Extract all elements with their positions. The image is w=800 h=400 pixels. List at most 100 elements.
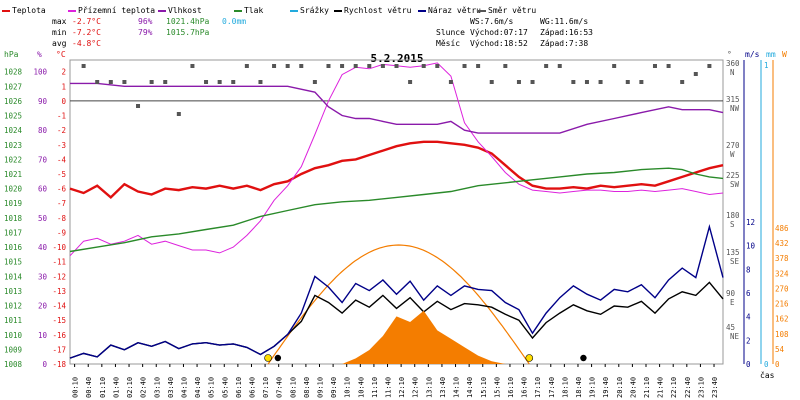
wind-dir-point — [163, 80, 168, 84]
wg-value: WG:11.6m/s — [540, 17, 588, 26]
x-tick-label: 14:40 — [466, 377, 474, 398]
wind-dir-point — [680, 80, 685, 84]
stats-max-hum: 96% — [138, 17, 153, 26]
solar-tick-label: 378 — [775, 254, 789, 263]
hpa-tick-label: 1015 — [4, 258, 22, 267]
x-tick-label: 00:40 — [85, 377, 93, 398]
wind-dir-point — [326, 64, 331, 68]
x-tick-label: 14:10 — [453, 377, 461, 398]
stats-avg-temp: -4.8°C — [72, 39, 101, 48]
hum-tick-label: 70 — [38, 155, 48, 164]
wind-dir-point — [435, 64, 440, 68]
hpa-tick-label: 1010 — [4, 331, 23, 340]
dir-tick-dir: SE — [730, 257, 740, 266]
rain-tick-label: 1 — [764, 61, 769, 70]
hpa-tick-label: 1014 — [4, 272, 23, 281]
x-tick-label: 19:40 — [602, 377, 610, 398]
legend-label: Srážky — [300, 6, 329, 15]
hpa-tick-label: 1026 — [4, 97, 23, 106]
x-tick-label: 05:40 — [221, 377, 229, 398]
temp-tick-label: -5 — [57, 170, 66, 179]
hum-tick-label: 30 — [38, 272, 48, 281]
solar-tick-label: 324 — [775, 269, 789, 278]
x-tick-label: 01:10 — [99, 377, 107, 398]
x-tick-label: 13:10 — [425, 377, 433, 398]
hpa-tick-label: 1022 — [4, 155, 22, 164]
moon-rise: Východ:18:52 — [470, 39, 528, 48]
dir-tick-value: 315 — [726, 95, 740, 104]
x-tick-label: 16:10 — [507, 377, 515, 398]
x-tick-label: 10:10 — [344, 377, 352, 398]
x-tick-label: 16:40 — [521, 377, 529, 398]
temp-tick-label: -14 — [52, 302, 66, 311]
temp-tick-label: 0 — [61, 97, 66, 106]
wind-dir-point — [448, 80, 453, 84]
wind-dir-point — [707, 64, 712, 68]
wind-dir-point — [503, 64, 508, 68]
sun-label: Slunce — [436, 28, 465, 37]
x-tick-label: 03:10 — [153, 377, 161, 398]
dir-tick-value: 135 — [726, 248, 740, 257]
wind-dir-point — [462, 64, 467, 68]
series-line-1 — [69, 62, 724, 257]
stats-min-label: min — [52, 28, 67, 37]
dir-tick-dir: N — [730, 68, 735, 77]
wind-dir-point — [340, 64, 345, 68]
solar-tick-label: 486 — [775, 224, 789, 233]
temp-tick-label: -16 — [52, 331, 66, 340]
wind-dir-point — [408, 80, 413, 84]
temp-tick-label: -3 — [57, 141, 66, 150]
wind-dir-point — [421, 64, 426, 68]
wind-dir-point — [476, 64, 481, 68]
hpa-tick-label: 1008 — [4, 360, 23, 369]
temp-unit: °C — [56, 50, 66, 59]
dir-tick-dir: S — [730, 220, 735, 229]
rain-unit: mm — [766, 50, 776, 59]
x-tick-label: 17:40 — [548, 377, 556, 398]
wind-dir-point — [122, 80, 127, 84]
x-tick-label: 22:10 — [670, 377, 678, 398]
x-tick-label: 15:40 — [493, 377, 501, 398]
hum-tick-label: 40 — [38, 243, 48, 252]
solar-tick-label: 108 — [775, 330, 789, 339]
temp-tick-label: -12 — [52, 272, 66, 281]
hpa-tick-label: 1009 — [4, 345, 22, 354]
hpa-tick-label: 1024 — [4, 126, 23, 135]
x-tick-label: 12:40 — [412, 377, 420, 398]
hum-tick-label: 10 — [38, 331, 48, 340]
dir-tick-dir: NE — [730, 332, 740, 341]
wind-dir-point — [136, 104, 141, 108]
x-tick-label: 18:10 — [561, 377, 569, 398]
hum-tick-label: 90 — [38, 97, 48, 106]
moonset-marker — [274, 354, 282, 362]
x-tick-label: 06:40 — [248, 377, 256, 398]
wind-dir-point — [149, 80, 154, 84]
hpa-tick-label: 1012 — [4, 302, 22, 311]
x-tick-label: 20:40 — [629, 377, 637, 398]
x-tick-label: 04:40 — [194, 377, 202, 398]
temp-tick-label: -18 — [52, 360, 66, 369]
wind-tick-label: 0 — [746, 360, 751, 369]
wind-dir-point — [598, 80, 603, 84]
stats-min-hum: 79% — [138, 28, 153, 37]
solar-tick-label: 270 — [775, 284, 789, 293]
solar-tick-label: 216 — [775, 300, 789, 309]
wind-dir-point — [312, 80, 317, 84]
sun-rise: Východ:07:17 — [470, 28, 528, 37]
hum-tick-label: 0 — [42, 360, 47, 369]
x-tick-label: 07:10 — [262, 377, 270, 398]
hpa-tick-label: 1016 — [4, 243, 23, 252]
x-tick-label: 21:10 — [643, 377, 651, 398]
wind-dir-point — [612, 64, 617, 68]
wind-dir-point — [557, 64, 562, 68]
x-tick-label: 23:40 — [711, 377, 719, 398]
temp-tick-label: -11 — [52, 258, 66, 267]
hum-tick-label: 20 — [38, 302, 48, 311]
wind-dir-point — [693, 72, 698, 76]
wind-dir-point — [367, 64, 372, 68]
wind-dir-point — [108, 80, 113, 84]
hum-tick-label: 80 — [38, 126, 48, 135]
hpa-tick-label: 1021 — [4, 170, 22, 179]
temp-tick-label: -17 — [52, 345, 66, 354]
